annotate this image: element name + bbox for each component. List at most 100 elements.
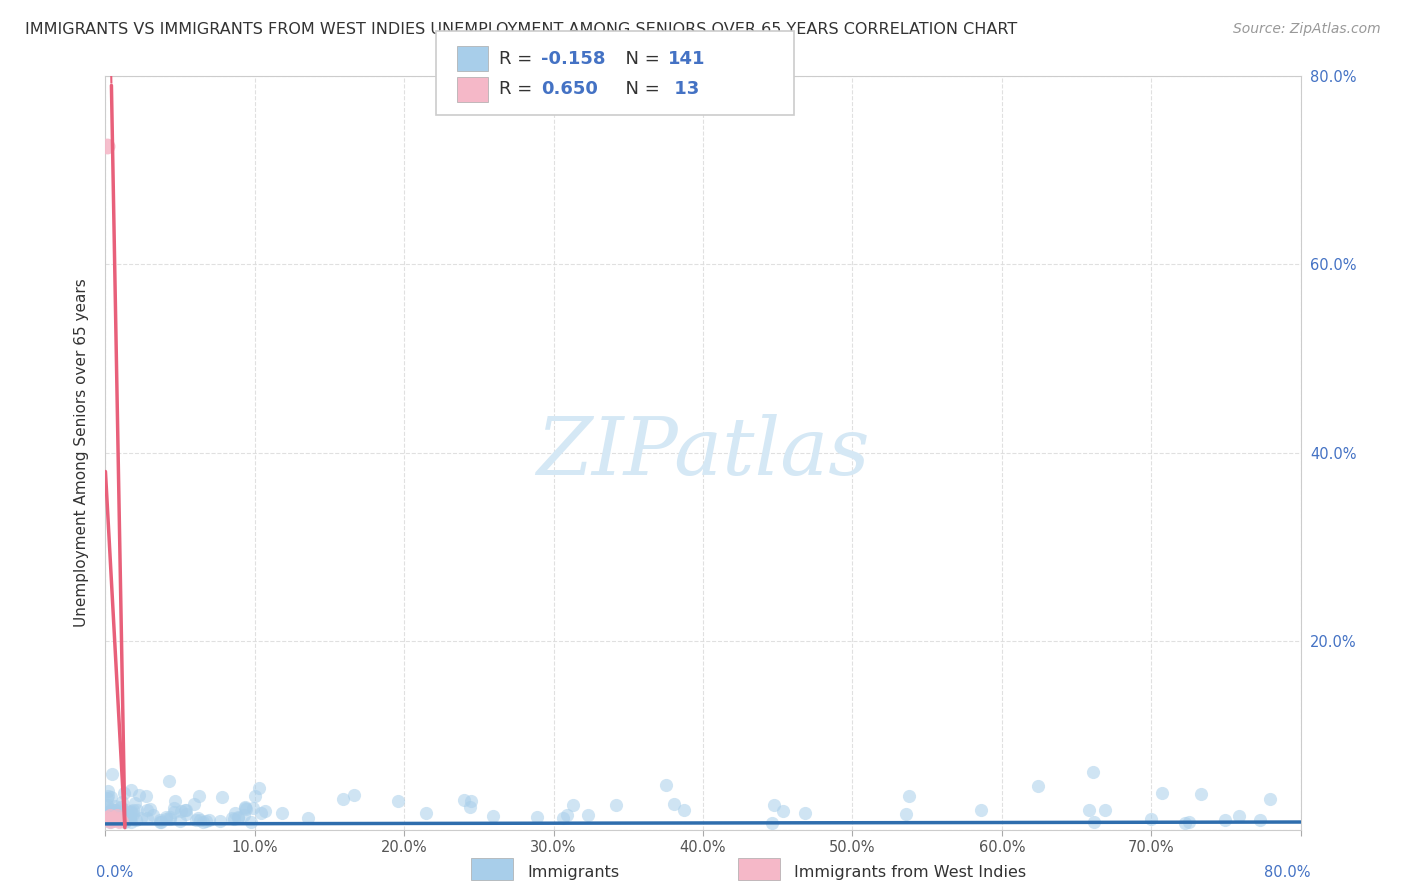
Point: [187, 812, 209, 826]
Point: [1249, 813, 1271, 827]
Point: [297, 812, 319, 826]
Point: [128, 788, 150, 802]
Point: [247, 780, 270, 795]
Point: [343, 788, 366, 802]
Text: -0.158: -0.158: [541, 50, 606, 68]
Point: [1094, 803, 1116, 817]
Point: [110, 800, 132, 814]
Point: [148, 814, 170, 829]
Point: [104, 798, 127, 813]
Point: [1174, 816, 1197, 830]
Point: [127, 803, 149, 817]
Text: R =: R =: [499, 80, 538, 98]
Y-axis label: Unemployment Among Seniors over 65 years: Unemployment Among Seniors over 65 years: [75, 278, 90, 627]
Point: [482, 809, 505, 823]
Point: [226, 810, 249, 824]
Point: [170, 804, 193, 818]
Point: [176, 807, 198, 822]
Point: [120, 814, 142, 829]
Point: [97, 789, 120, 804]
Point: [148, 813, 170, 827]
Point: [120, 811, 142, 825]
Text: N =: N =: [614, 80, 666, 98]
Point: [224, 805, 246, 820]
Point: [124, 796, 146, 810]
Point: [98, 814, 121, 829]
Point: [135, 811, 157, 825]
Point: [114, 814, 136, 829]
Point: [103, 803, 125, 817]
Point: [174, 804, 197, 818]
Point: [1258, 792, 1281, 806]
Point: [121, 803, 143, 817]
Point: [155, 810, 177, 824]
Point: [97, 814, 120, 828]
Point: [458, 800, 481, 814]
Point: [460, 794, 482, 808]
Point: [114, 806, 136, 821]
Point: [157, 774, 180, 789]
Point: [1083, 814, 1105, 829]
Point: [101, 767, 124, 781]
Point: [183, 797, 205, 812]
Point: [415, 806, 437, 821]
Point: [1083, 764, 1105, 779]
Point: [605, 797, 627, 812]
Point: [453, 793, 475, 807]
Point: [896, 807, 918, 822]
Point: [673, 803, 696, 817]
Point: [96, 797, 118, 812]
Point: [526, 810, 548, 824]
Point: [271, 806, 294, 821]
Point: [1139, 812, 1161, 826]
Point: [125, 814, 148, 828]
Point: [112, 786, 135, 800]
Point: [772, 805, 794, 819]
Point: [104, 806, 127, 821]
Point: [96, 791, 118, 805]
Point: [100, 811, 122, 825]
Point: [159, 810, 181, 824]
Point: [98, 805, 121, 819]
Point: [761, 816, 783, 830]
Point: [150, 815, 173, 830]
Point: [188, 814, 211, 828]
Point: [98, 815, 121, 830]
Point: [184, 813, 207, 827]
Text: ZIPatlas: ZIPatlas: [536, 414, 870, 491]
Point: [794, 805, 817, 820]
Point: [100, 812, 122, 826]
Point: [198, 813, 221, 827]
Point: [97, 813, 120, 827]
Point: [1152, 786, 1174, 800]
Text: Immigrants from West Indies: Immigrants from West Indies: [794, 865, 1026, 880]
Point: [98, 804, 121, 818]
Point: [232, 807, 254, 822]
Text: 141: 141: [668, 50, 706, 68]
Point: [208, 814, 231, 829]
Point: [655, 778, 678, 792]
Point: [139, 802, 162, 816]
Point: [105, 813, 128, 827]
Point: [120, 783, 142, 797]
Point: [235, 799, 257, 814]
Point: [98, 808, 121, 822]
Point: [100, 814, 122, 828]
Point: [110, 811, 132, 825]
Point: [163, 805, 186, 819]
Text: 0.650: 0.650: [541, 80, 598, 98]
Point: [114, 812, 136, 826]
Point: [112, 812, 135, 826]
Point: [235, 802, 257, 816]
Point: [254, 804, 277, 818]
Point: [970, 803, 993, 817]
Point: [107, 808, 129, 822]
Point: [118, 811, 141, 825]
Point: [96, 807, 118, 822]
Point: [159, 812, 181, 826]
Point: [96, 139, 118, 153]
Point: [118, 810, 141, 824]
Point: [169, 814, 191, 829]
Point: [100, 813, 122, 827]
Point: [96, 802, 118, 816]
